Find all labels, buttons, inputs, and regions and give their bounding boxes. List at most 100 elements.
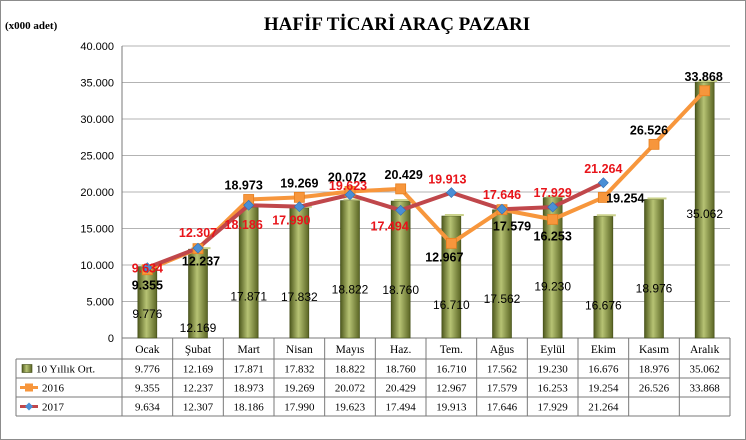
bar-top	[343, 198, 363, 201]
table-cell: 9.776	[135, 364, 160, 376]
bar-data-label: 16.710	[433, 298, 470, 312]
marker-2017	[445, 187, 457, 199]
table-cell: 17.562	[487, 364, 517, 376]
marker-2017	[243, 199, 255, 211]
x-category-label: Nisan	[286, 344, 313, 356]
table-cell: 19.623	[335, 402, 366, 414]
table-cell: 9.634	[135, 402, 160, 414]
label-2016: 16.253	[534, 229, 572, 243]
table-cell: 19.230	[538, 364, 569, 376]
table-cell: 18.973	[234, 383, 265, 395]
legend-label: 2016	[42, 383, 65, 395]
bar-data-label: 16.676	[585, 298, 622, 312]
table-cell: 16.710	[436, 364, 467, 376]
table-cell: 17.871	[234, 364, 264, 376]
table-cell: 18.822	[335, 364, 365, 376]
legend-key-bar	[21, 364, 33, 373]
x-category-label: Mart	[237, 344, 260, 356]
bar-10-yillik-ort	[340, 200, 360, 339]
y-tick-label: 40.000	[80, 41, 114, 53]
x-category-label: Ocak	[135, 344, 160, 356]
marker-2017	[395, 204, 407, 216]
table-cell: 17.646	[487, 402, 518, 414]
x-category-label: Ekim	[591, 344, 616, 356]
bar-10-yillik-ort	[644, 199, 664, 339]
label-2016: 26.526	[630, 123, 668, 137]
x-category-label: Tem.	[440, 344, 463, 356]
x-category-label: Şubat	[185, 344, 212, 356]
y-tick-label: 15.000	[80, 224, 114, 236]
label-2017: 19.623	[329, 179, 367, 193]
bar-data-label: 17.562	[484, 292, 521, 306]
marker-2017	[597, 177, 609, 189]
label-2016: 19.269	[280, 176, 318, 190]
marker-2016	[445, 237, 457, 249]
label-2017: 17.646	[483, 188, 521, 202]
label-2016: 18.973	[225, 178, 263, 192]
marker-2017	[141, 262, 153, 274]
bar-data-label: 18.822	[332, 283, 369, 297]
label-2016: 12.237	[182, 255, 220, 269]
marker-2017	[344, 189, 356, 201]
label-2017: 12.307	[179, 226, 217, 240]
x-category-label: Haz.	[390, 344, 412, 356]
marker-2016	[395, 183, 407, 195]
table-cell: 16.676	[588, 364, 619, 376]
table-cell: 19.269	[284, 383, 315, 395]
label-2016: 20.429	[385, 168, 423, 182]
table-cell: 17.929	[538, 402, 569, 414]
legend-marker-2016	[25, 383, 33, 392]
x-category-label: Kasım	[639, 344, 669, 356]
table-cell: 12.307	[183, 402, 214, 414]
label-2017: 19.913	[428, 173, 466, 187]
marker-2016	[547, 213, 559, 225]
y-tick-label: 5.000	[86, 297, 114, 309]
label-2017: 21.264	[584, 162, 622, 176]
legend-label: 2017	[42, 402, 65, 414]
table-cell: 17.494	[386, 402, 417, 414]
table-cell: 33.868	[690, 383, 721, 395]
label-2016: 12.967	[425, 250, 463, 264]
table-cell: 17.990	[284, 402, 315, 414]
table-cell: 20.429	[386, 383, 417, 395]
x-category-label: Mayıs	[336, 344, 365, 356]
label-2016: 20.072	[328, 170, 366, 184]
bar-top	[596, 214, 616, 217]
x-category-label: Aralık	[690, 344, 720, 356]
line-2016	[146, 89, 707, 272]
table-cell: 12.169	[183, 364, 214, 376]
table-cell: 19.913	[436, 402, 467, 414]
table-cell: 18.976	[639, 364, 670, 376]
table-cell: 20.072	[335, 383, 365, 395]
table-cell: 12.967	[436, 383, 467, 395]
marker-2017	[293, 201, 305, 213]
table-cell: 26.526	[639, 383, 670, 395]
bar-10-yillik-ort	[593, 215, 614, 339]
legend-label: 10 Yıllık Ort.	[36, 364, 95, 376]
bar-data-label: 18.760	[382, 283, 419, 297]
table-cell: 17.832	[284, 364, 314, 376]
y-tick-label: 35.000	[80, 78, 114, 90]
marker-2016	[648, 138, 660, 150]
y-tick-label: 20.000	[80, 187, 114, 199]
bar-data-label: 35.062	[686, 207, 723, 221]
table-cell: 18.186	[234, 402, 265, 414]
marker-2016	[597, 192, 609, 203]
bar-top	[647, 197, 667, 200]
x-category-label: Eylül	[540, 344, 565, 356]
bar-10-yillik-ort	[137, 266, 158, 339]
bar-data-label: 17.871	[230, 290, 267, 304]
bar-top	[698, 80, 718, 83]
label-2017: 18.186	[225, 218, 263, 232]
label-2017: 9.634	[132, 262, 163, 276]
table-cell: 12.237	[183, 383, 214, 395]
table-cell: 17.579	[487, 383, 518, 395]
label-2016: 17.579	[493, 220, 531, 234]
y-tick-label: 25.000	[80, 151, 114, 163]
bar-top	[444, 214, 464, 217]
label-2016: 19.254	[606, 191, 644, 205]
y-tick-label: 0	[108, 333, 114, 345]
table-cell: 16.253	[538, 383, 569, 395]
